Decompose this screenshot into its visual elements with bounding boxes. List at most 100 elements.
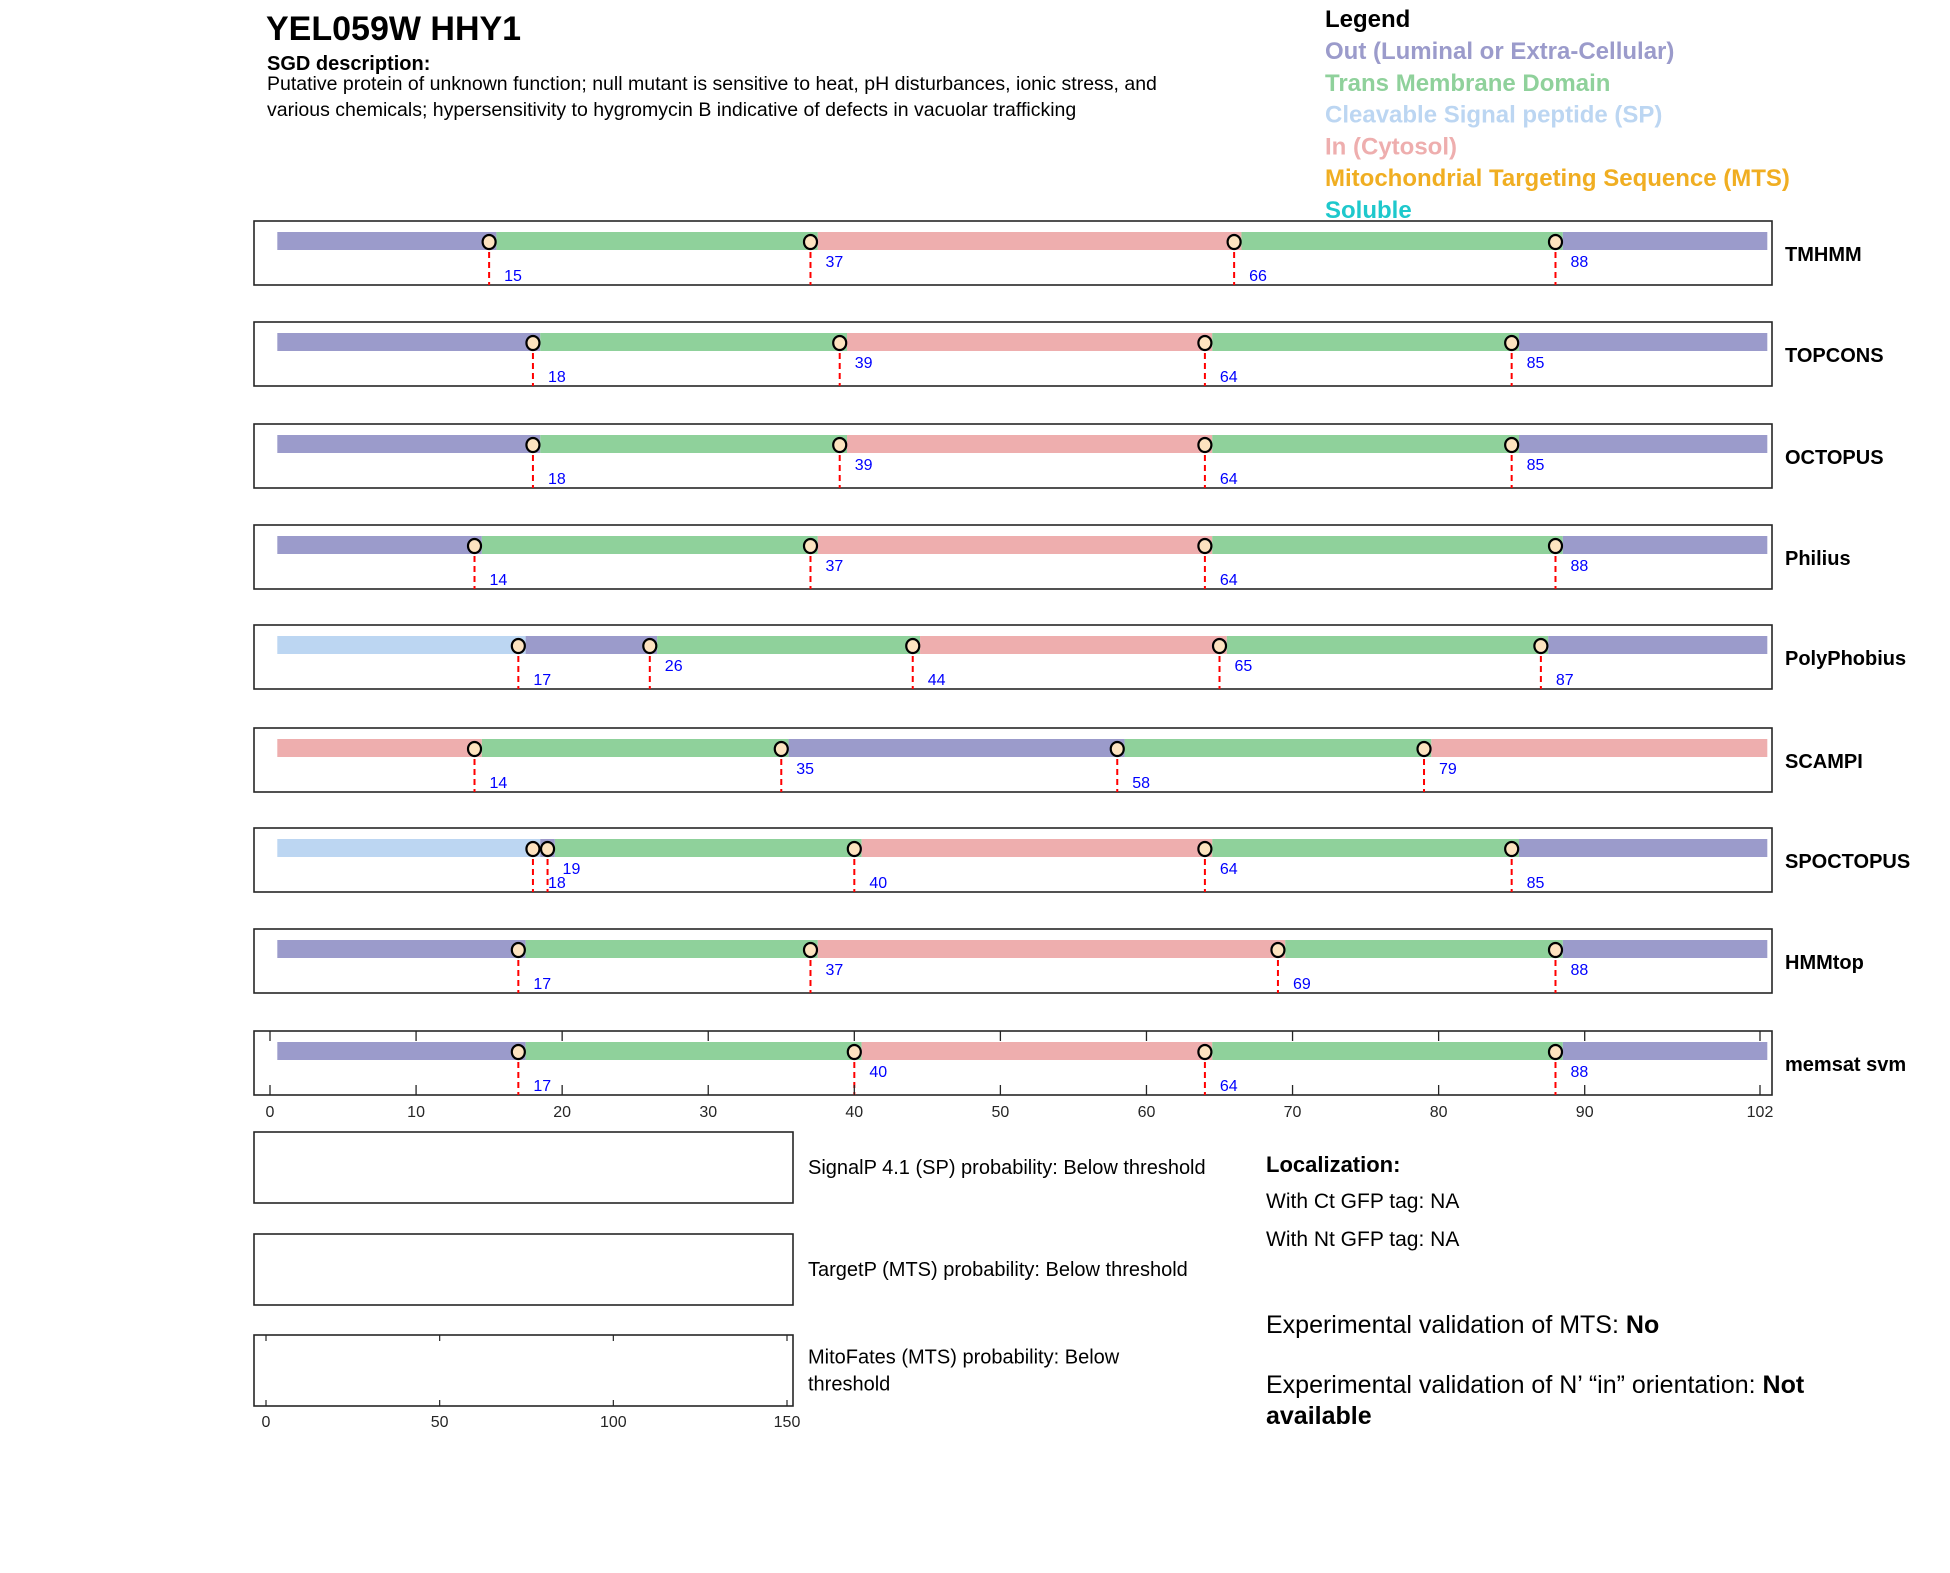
segment-out: [277, 536, 482, 554]
segment-out: [525, 636, 658, 654]
boundary-label: 17: [533, 976, 551, 993]
panel-frame: [253, 1334, 794, 1407]
track-frame: [253, 928, 1773, 994]
boundary-marker: [1547, 233, 1564, 251]
segment-in: [861, 1042, 1213, 1060]
track-scampi: 14 35 58 79 SCAMPI: [253, 727, 1863, 793]
boundary-marker: [1416, 740, 1432, 758]
boundary-label: 69: [1293, 976, 1311, 993]
segment-out: [277, 940, 526, 958]
mts-validation: Experimental validation of MTS: No: [1266, 1311, 1659, 1339]
x-tick-label: 150: [774, 1414, 801, 1431]
boundary-label: 85: [1527, 875, 1545, 892]
segment-out: [1562, 536, 1768, 554]
track-name: SCAMPI: [1785, 751, 1863, 773]
panel-label: threshold: [808, 1374, 890, 1396]
boundary-label: 88: [1570, 558, 1588, 575]
segment-in: [920, 636, 1227, 654]
boundary-label: 58: [1132, 775, 1150, 792]
boundary-label: 88: [1570, 1064, 1588, 1081]
x-tick-label: 30: [699, 1104, 717, 1121]
track-name: SPOCTOPUS: [1785, 851, 1910, 873]
boundary-marker: [1197, 537, 1213, 555]
x-tick-label: 60: [1138, 1104, 1156, 1121]
boundary-label: 64: [1220, 572, 1238, 589]
boundary-label: 18: [548, 471, 566, 488]
boundary-marker: [466, 740, 483, 758]
boundary-label: 64: [1220, 471, 1238, 488]
x-axis: 0 10 20 30 40 50 60 70 80 90 102: [266, 1031, 1774, 1121]
boundary-label: 40: [869, 1064, 887, 1081]
x-tick-label: 50: [991, 1104, 1009, 1121]
boundary-label: 35: [796, 761, 814, 778]
track-topcons: 18 39 64 85 TOPCONS: [253, 321, 1884, 387]
segment-out: [1562, 940, 1768, 958]
track-name: Philius: [1785, 548, 1851, 570]
probability-x-axis: 0 50 100 150: [262, 1335, 801, 1431]
mts-validation-value: No: [1626, 1311, 1659, 1339]
segment-in: [861, 839, 1213, 857]
boundary-marker: [1547, 1043, 1564, 1061]
segment-out: [277, 232, 497, 250]
legend-item-tm: Trans Membrane Domain: [1325, 70, 1610, 97]
panel-label: MitoFates (MTS) probability: Below: [808, 1347, 1120, 1369]
segment-out: [277, 1042, 526, 1060]
segment-tm: [481, 739, 789, 757]
segment-in: [1431, 739, 1768, 757]
track-frame: [253, 423, 1773, 489]
x-tick-label: 102: [1747, 1104, 1774, 1121]
track-memsat-svm: 17 40 64 88 memsat svm: [253, 1030, 1906, 1096]
segment-in: [817, 536, 1213, 554]
track-name: PolyPhobius: [1785, 648, 1906, 670]
track-name: TMHMM: [1785, 244, 1862, 266]
boundary-label: 26: [665, 658, 683, 675]
boundary-label: 39: [855, 457, 873, 474]
boundary-label: 64: [1220, 1078, 1238, 1095]
x-tick-label: 20: [553, 1104, 571, 1121]
legend: Legend Out (Luminal or Extra-Cellular) Tr…: [1325, 6, 1790, 224]
track-polyphobius: 17 26 44 65 87 PolyPhobius: [253, 624, 1906, 690]
segment-tm: [1241, 232, 1563, 250]
boundary-label: 79: [1439, 761, 1457, 778]
segment-tm: [1285, 940, 1563, 958]
segment-tm: [554, 839, 862, 857]
boundary-marker: [832, 436, 848, 454]
segment-in: [847, 435, 1213, 453]
segment-tm: [525, 940, 818, 958]
segment-tm: [657, 636, 921, 654]
probability-panels: SignalP 4.1 (SP) probability: Below thre…: [253, 1131, 1206, 1431]
boundary-marker: [802, 233, 819, 251]
boundary-marker: [525, 436, 541, 454]
boundary-marker: [642, 637, 658, 655]
boundary-marker: [1211, 637, 1228, 655]
segment-in: [817, 232, 1242, 250]
track-name: TOPCONS: [1785, 345, 1884, 367]
boundary-label: 17: [533, 1078, 551, 1095]
legend-item-soluble: Soluble: [1325, 197, 1412, 224]
track-hmmtop: 17 37 69 88 HMMtop: [253, 928, 1864, 994]
boundary-marker: [1504, 436, 1520, 454]
boundary-label: 15: [504, 268, 522, 285]
boundary-label: 64: [1220, 861, 1238, 878]
boundary-label: 37: [825, 558, 843, 575]
track-frame: [253, 524, 1773, 590]
segment-tm: [540, 333, 848, 351]
probability-panel: TargetP (MTS) probability: Below thresho…: [253, 1233, 1188, 1306]
segment-out: [1562, 1042, 1768, 1060]
segment-out: [1518, 333, 1768, 351]
boundary-label: 88: [1570, 254, 1588, 271]
x-tick-label: 100: [600, 1414, 627, 1431]
boundary-label: 66: [1249, 268, 1267, 285]
legend-title: Legend: [1325, 6, 1410, 33]
localization-title: Localization:: [1266, 1152, 1400, 1177]
boundary-label: 85: [1527, 355, 1545, 372]
boundary-label: 18: [548, 875, 566, 892]
boundary-marker: [1197, 334, 1213, 352]
legend-item-mts: Mitochondrial Targeting Sequence (MTS): [1325, 165, 1790, 192]
track-name: HMMtop: [1785, 952, 1864, 974]
boundary-marker: [525, 334, 541, 352]
boundary-marker: [802, 537, 819, 555]
boundary-marker: [846, 840, 862, 858]
boundary-label: 37: [825, 962, 843, 979]
boundary-marker: [525, 840, 541, 858]
